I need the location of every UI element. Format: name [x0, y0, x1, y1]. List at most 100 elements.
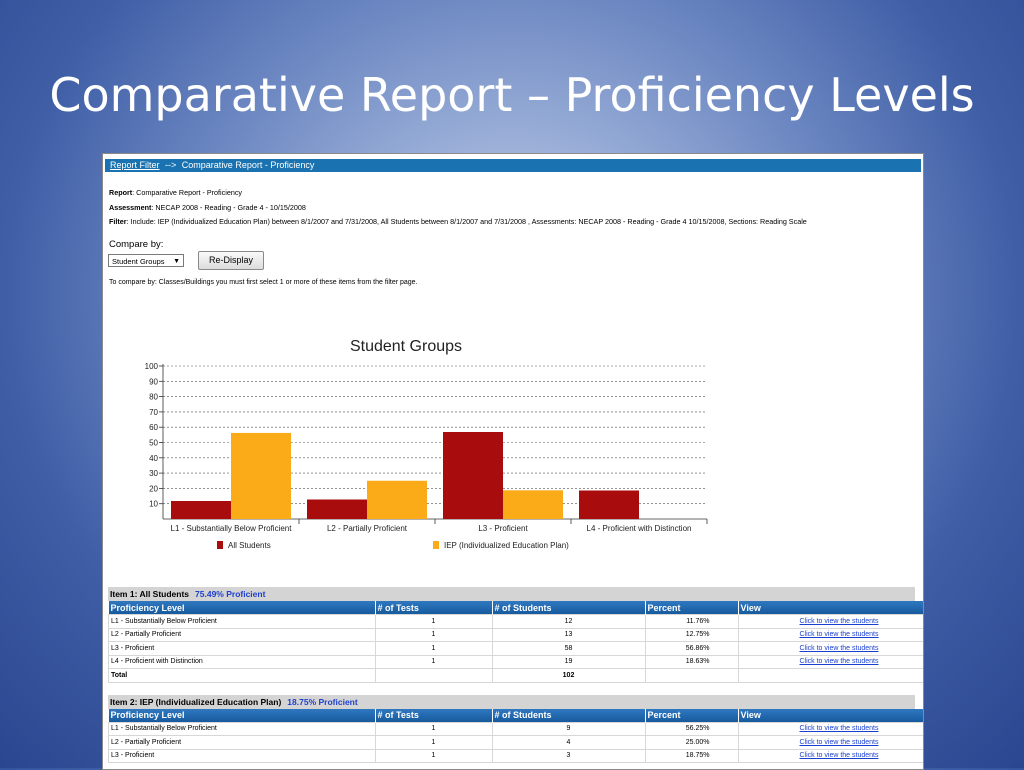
- redisplay-button[interactable]: Re-Display: [198, 251, 264, 270]
- table-spacer: [108, 683, 915, 695]
- view-students-link[interactable]: Click to view the students: [799, 658, 879, 666]
- x-tick-label: L4 - Proficient with Distinction: [587, 524, 692, 533]
- table-row: L4 - Proficient with Distinction 1 19 18.63…: [108, 654, 923, 669]
- view-students-link[interactable]: Click to view the students: [799, 738, 879, 746]
- chart-title: Student Groups: [350, 338, 462, 355]
- column-header: # of Students: [492, 601, 646, 615]
- item-title-text: Item 1: All Students: [110, 589, 190, 599]
- proficiency-table: Proficiency Level # of Tests # of Students…: [108, 601, 923, 683]
- y-tick-label: 60: [149, 423, 158, 432]
- table-row: L1 - Substantially Below Proficient 1 9 56.…: [108, 721, 923, 736]
- x-tick-label: L1 - Substantially Below Proficient: [171, 524, 293, 533]
- slide-title: Comparative Report – Proficiency Levels: [49, 68, 975, 122]
- report-label: Report: [109, 188, 133, 197]
- report-value: : Comparative Report - Proficiency: [132, 188, 243, 197]
- legend-swatch: [433, 541, 439, 549]
- column-header: Percent: [645, 708, 739, 722]
- column-header: # of Tests: [375, 708, 493, 722]
- cell-view: Click to view the students: [737, 735, 923, 750]
- item-title: Item 1: All Students 75.49% Proficient: [108, 587, 915, 601]
- y-tick-label: 20: [149, 484, 158, 493]
- item-proficient-pct: 18.75% Proficient: [287, 696, 358, 707]
- compare-by-label: Compare by:: [109, 239, 164, 250]
- cell-level: L2 - Partially Proficient: [108, 735, 376, 750]
- compare-by-select[interactable]: Student Groups ▼: [108, 254, 184, 267]
- y-tick-label: 10: [149, 500, 158, 509]
- legend-swatch: [217, 541, 223, 549]
- breadcrumb-arrow: -->: [165, 160, 177, 170]
- bar: [307, 499, 367, 519]
- bar: [443, 432, 503, 519]
- total-cell: [644, 668, 739, 683]
- table-row: L3 - Proficient 1 58 56.86% Click to view th…: [108, 641, 923, 656]
- y-tick-label: 50: [149, 439, 158, 448]
- cell-view: Click to view the students: [737, 721, 923, 736]
- cell-level: L3 - Proficient: [108, 641, 376, 656]
- y-tick-label: 30: [149, 469, 158, 478]
- bar: [171, 501, 231, 519]
- chevron-down-icon: ▼: [173, 258, 180, 265]
- y-tick-label: 70: [149, 408, 158, 417]
- y-tick-label: 80: [149, 393, 158, 402]
- table-row: L3 - Proficient 1 3 18.75% Click to view the…: [108, 748, 923, 763]
- cell-percent: 25.00%: [644, 735, 739, 750]
- cell-students: 3: [491, 748, 646, 763]
- table-row: L2 - Partially Proficient 1 4 25.00% Click t…: [108, 735, 923, 750]
- view-students-link[interactable]: Click to view the students: [799, 617, 879, 625]
- y-tick-label: 40: [149, 454, 158, 463]
- filter-value: : Include: IEP (Individualized Education…: [126, 217, 807, 226]
- cell-percent: 56.86%: [644, 641, 739, 656]
- proficiency-chart: Student Groups 10 20 30 40 50 60 70 80 90 100 L1 - …: [145, 338, 708, 550]
- y-tick-label: 90: [149, 377, 158, 386]
- total-cell: [374, 668, 493, 683]
- item-proficient-pct: 75.49% Proficient: [195, 589, 266, 599]
- cell-tests: 1: [374, 614, 493, 629]
- assessment-value: : NECAP 2008 - Reading - Grade 4 - 10/15…: [151, 203, 306, 212]
- compare-note: To compare by: Classes/Buildings you mus…: [109, 279, 418, 286]
- view-students-link[interactable]: Click to view the students: [799, 631, 879, 639]
- cell-tests: 1: [374, 748, 493, 763]
- cell-percent: 56.25%: [644, 721, 739, 736]
- cell-students: 19: [491, 654, 646, 669]
- cell-percent: 18.63%: [644, 654, 739, 669]
- cell-students: 4: [491, 735, 646, 750]
- proficiency-table: Proficiency Level # of Tests # of Students…: [108, 708, 923, 764]
- legend-label: All Students: [228, 541, 271, 550]
- breadcrumb-current: Comparative Report - Proficiency: [181, 160, 315, 170]
- column-header: View: [738, 601, 923, 615]
- assessment-line: Assessment: NECAP 2008 - Reading - Grade…: [109, 203, 306, 212]
- cell-tests: 1: [374, 721, 493, 736]
- column-header: # of Students: [492, 708, 646, 722]
- filter-label: Filter: [109, 217, 127, 226]
- column-header: # of Tests: [375, 601, 493, 615]
- results-tables: Item 1: All Students 75.49% Proficient Pro…: [108, 587, 923, 763]
- cell-percent: 12.75%: [644, 627, 739, 642]
- report-filter-link[interactable]: Report Filter: [110, 160, 160, 170]
- table-row: L2 - Partially Proficient 1 13 12.75% Click …: [108, 627, 923, 642]
- cell-students: 58: [491, 641, 646, 656]
- view-students-link[interactable]: Click to view the students: [799, 644, 879, 652]
- cell-view: Click to view the students: [737, 654, 923, 669]
- legend-label: IEP (Individualized Education Plan): [444, 541, 569, 550]
- cell-level: L1 - Substantially Below Proficient: [108, 614, 376, 629]
- table-row: L1 - Substantially Below Proficient 1 12 11…: [108, 614, 923, 629]
- cell-view: Click to view the students: [737, 627, 923, 642]
- view-students-link[interactable]: Click to view the students: [799, 752, 879, 760]
- column-header: Percent: [645, 601, 739, 615]
- cell-tests: 1: [374, 654, 493, 669]
- item-title-text: Item 2: IEP (Individualized Education Pl…: [110, 696, 282, 707]
- bar: [579, 490, 639, 519]
- column-header: Proficiency Level: [108, 601, 376, 615]
- total-row: Total 102: [108, 668, 923, 683]
- cell-students: 13: [491, 627, 646, 642]
- cell-level: L4 - Proficient with Distinction: [108, 654, 376, 669]
- cell-tests: 1: [374, 641, 493, 656]
- view-students-link[interactable]: Click to view the students: [799, 725, 879, 733]
- breadcrumb: Report Filter --> Comparative Report - P…: [105, 159, 921, 172]
- cell-level: L3 - Proficient: [108, 748, 376, 763]
- cell-percent: 18.75%: [644, 748, 739, 763]
- cell-students: 9: [491, 721, 646, 736]
- cell-view: Click to view the students: [737, 641, 923, 656]
- y-tick-label: 100: [145, 362, 159, 371]
- report-screenshot: Report Filter --> Comparative Report - P…: [102, 153, 924, 770]
